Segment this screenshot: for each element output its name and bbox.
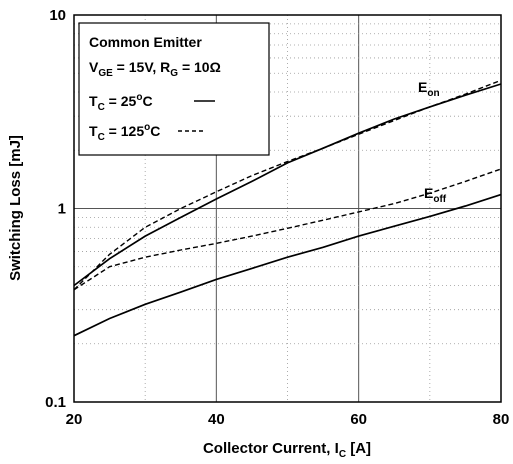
series-line-3 [73, 193, 502, 337]
y-tick-label: 10 [49, 7, 66, 24]
legend-tc125: TC = 125oC [89, 122, 160, 143]
series-line-4 [73, 168, 502, 291]
series-line-2 [73, 79, 502, 291]
x-tick-label: 60 [350, 411, 367, 428]
tick-labels: 20 40 60 80 0.1 1 10 [45, 7, 509, 428]
y-tick-label: 1 [58, 201, 66, 218]
legend: Common Emitter VGE = 15V, RG = 10Ω TC = … [78, 22, 270, 156]
legend-title: Common Emitter [89, 34, 202, 50]
y-tick-label: 0.1 [45, 394, 66, 411]
curves [73, 79, 502, 337]
eon-label: Eon [418, 79, 440, 99]
legend-box [78, 22, 270, 156]
x-tick-label: 40 [208, 411, 225, 428]
legend-conditions: VGE = 15V, RG = 10Ω [89, 59, 221, 79]
x-tick-label: 80 [493, 411, 510, 428]
eoff-label: Eoff [424, 185, 447, 205]
x-tick-label: 20 [66, 411, 83, 428]
legend-tc25: TC = 25oC [89, 92, 153, 113]
x-axis-title: Collector Current, IC [A] [203, 440, 371, 460]
plot-frame [73, 14, 502, 403]
y-axis-title: Switching Loss [mJ] [7, 135, 24, 281]
